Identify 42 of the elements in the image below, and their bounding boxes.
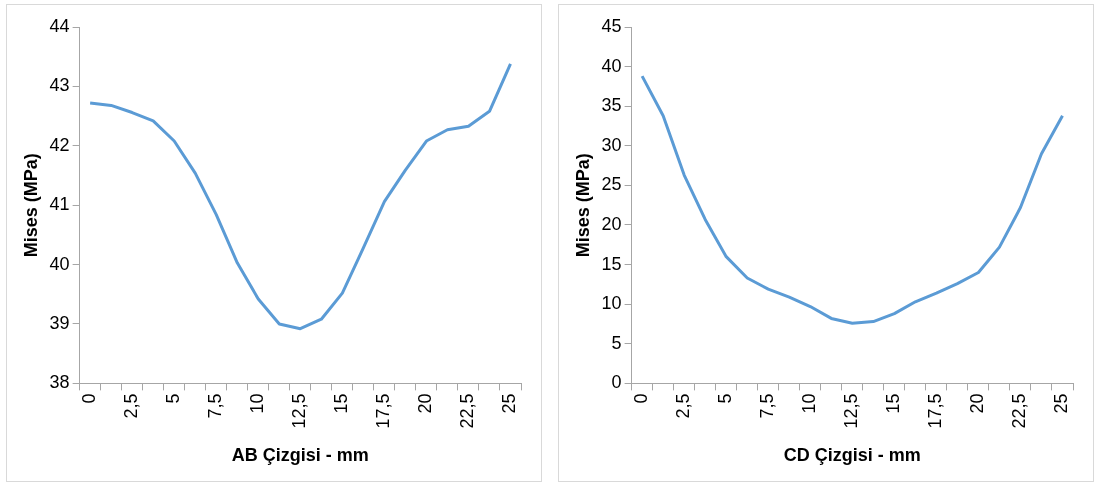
x-axis-title: AB Çizgisi - mm (231, 445, 369, 466)
y-tick-label: 44 (49, 15, 70, 36)
y-tick-label: 25 (601, 174, 622, 195)
y-tick-label: 40 (601, 55, 622, 76)
x-tick-label: 25 (1051, 393, 1072, 414)
x-tick-label: 17,5 (373, 393, 394, 429)
y-tick-label: 5 (611, 332, 622, 353)
y-tick-label: 38 (49, 372, 70, 393)
x-tick-label: 10 (799, 393, 820, 414)
x-tick-label: 12,5 (289, 393, 310, 429)
x-tick-label: 0 (631, 393, 652, 404)
x-tick-label: 12,5 (841, 393, 862, 429)
y-axis-title: Mises (MPa) (572, 153, 593, 258)
y-tick-label: 10 (601, 293, 622, 314)
y-tick-label: 35 (601, 95, 622, 116)
y-tick-label: 39 (49, 312, 70, 333)
y-tick-label: 41 (49, 194, 70, 215)
x-tick-label: 10 (247, 393, 268, 414)
y-tick-label: 40 (49, 253, 70, 274)
x-tick-label: 20 (415, 393, 436, 414)
x-tick-label: 0 (79, 393, 100, 404)
x-tick-label: 22,5 (1009, 393, 1030, 429)
x-tick-label: 5 (715, 393, 736, 404)
x-tick-label: 20 (967, 393, 988, 414)
x-tick-label: 25 (499, 393, 520, 414)
y-tick-label: 45 (601, 15, 622, 36)
y-tick-label: 42 (49, 134, 70, 155)
x-tick-label: 15 (883, 393, 904, 414)
x-tick-label: 15 (331, 393, 352, 414)
x-tick-label: 7,5 (205, 393, 226, 419)
x-tick-label: 2,5 (673, 393, 694, 419)
y-tick-label: 43 (49, 75, 70, 96)
y-tick-label: 15 (601, 253, 622, 274)
y-tick-label: 30 (601, 134, 622, 155)
x-axis-title: CD Çizgisi - mm (783, 445, 921, 466)
x-tick-label: 2,5 (121, 393, 142, 419)
x-tick-label: 5 (163, 393, 184, 404)
x-tick-label: 17,5 (925, 393, 946, 429)
x-tick-label: 22,5 (457, 393, 478, 429)
y-tick-label: 20 (601, 213, 622, 234)
y-axis-title: Mises (MPa) (20, 153, 41, 258)
x-tick-label: 7,5 (757, 393, 778, 419)
